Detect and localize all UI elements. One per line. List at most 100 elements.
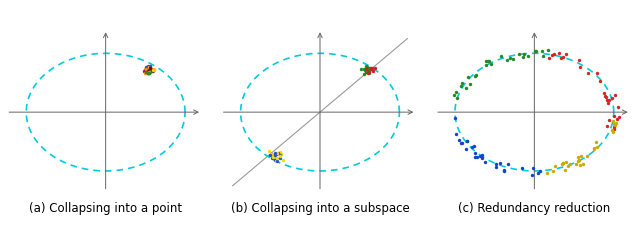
- Point: [452, 96, 462, 100]
- Point: [592, 72, 602, 76]
- Point: [454, 139, 464, 143]
- Point: [467, 146, 477, 149]
- Point: [268, 154, 278, 158]
- Text: (b) Collapsing into a subspace: (b) Collapsing into a subspace: [230, 202, 410, 215]
- Point: [143, 70, 154, 74]
- Point: [141, 68, 151, 71]
- Point: [583, 72, 593, 76]
- Point: [472, 156, 482, 159]
- Point: [544, 57, 554, 60]
- Point: [602, 99, 612, 102]
- Point: [143, 72, 154, 76]
- Point: [360, 64, 371, 68]
- Point: [268, 157, 278, 161]
- Point: [268, 154, 278, 157]
- Text: (c) Redundancy reduction: (c) Redundancy reduction: [458, 202, 611, 215]
- Point: [143, 65, 154, 69]
- Point: [571, 163, 581, 166]
- Point: [530, 50, 540, 54]
- Point: [589, 146, 599, 150]
- Point: [496, 55, 506, 59]
- Point: [491, 163, 501, 166]
- Point: [144, 69, 154, 73]
- Point: [147, 69, 157, 73]
- Point: [531, 50, 541, 54]
- Point: [609, 114, 619, 118]
- Point: [264, 149, 274, 153]
- Text: (a) Collapsing into a point: (a) Collapsing into a point: [29, 202, 182, 215]
- Point: [538, 55, 548, 59]
- Point: [275, 150, 285, 154]
- Point: [470, 75, 480, 79]
- Point: [557, 162, 568, 166]
- Point: [148, 68, 159, 72]
- Point: [275, 154, 285, 158]
- Point: [610, 124, 620, 128]
- Point: [147, 68, 157, 71]
- Point: [517, 56, 527, 60]
- Point: [527, 173, 537, 177]
- Point: [561, 161, 572, 164]
- Point: [560, 168, 570, 172]
- Point: [145, 71, 155, 75]
- Point: [358, 68, 369, 72]
- Point: [477, 153, 487, 157]
- Point: [145, 66, 155, 70]
- Point: [144, 72, 154, 76]
- Point: [367, 67, 378, 71]
- Point: [573, 155, 584, 159]
- Point: [362, 67, 372, 70]
- Point: [451, 133, 461, 137]
- Point: [143, 69, 153, 73]
- Point: [535, 169, 545, 173]
- Point: [143, 67, 153, 70]
- Point: [359, 73, 369, 77]
- Point: [495, 161, 505, 165]
- Point: [148, 69, 158, 73]
- Point: [363, 72, 373, 76]
- Point: [550, 164, 560, 168]
- Point: [461, 147, 471, 151]
- Point: [270, 159, 280, 162]
- Point: [142, 69, 152, 72]
- Point: [557, 162, 567, 166]
- Point: [602, 125, 612, 129]
- Point: [600, 95, 611, 98]
- Point: [532, 172, 543, 176]
- Point: [276, 152, 286, 156]
- Point: [558, 161, 568, 165]
- Point: [537, 50, 547, 54]
- Point: [143, 71, 154, 75]
- Point: [144, 66, 154, 69]
- Point: [266, 153, 276, 157]
- Point: [516, 167, 527, 170]
- Point: [604, 98, 614, 102]
- Point: [503, 163, 513, 166]
- Point: [271, 159, 282, 163]
- Point: [582, 155, 593, 158]
- Point: [145, 69, 156, 73]
- Point: [451, 116, 461, 120]
- Point: [266, 153, 276, 156]
- Point: [145, 67, 156, 71]
- Point: [362, 70, 372, 74]
- Point: [614, 115, 624, 119]
- Point: [368, 70, 378, 73]
- Point: [527, 166, 538, 170]
- Point: [271, 153, 281, 157]
- Point: [362, 69, 372, 73]
- Point: [364, 72, 374, 76]
- Point: [370, 67, 380, 70]
- Point: [449, 94, 460, 98]
- Point: [499, 169, 509, 173]
- Point: [589, 148, 600, 152]
- Point: [576, 155, 586, 158]
- Point: [609, 127, 620, 131]
- Point: [609, 123, 620, 127]
- Point: [475, 154, 485, 158]
- Point: [595, 79, 605, 83]
- Point: [481, 60, 491, 64]
- Point: [356, 68, 367, 71]
- Point: [268, 155, 278, 159]
- Point: [364, 71, 374, 74]
